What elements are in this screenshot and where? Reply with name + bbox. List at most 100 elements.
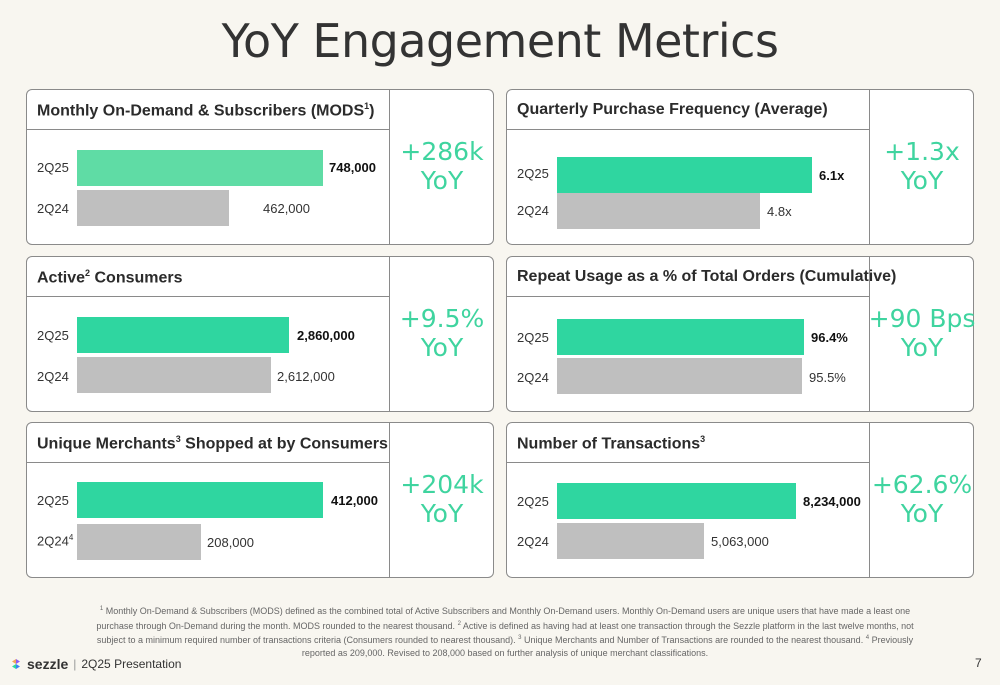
yoy-value: +90 Bps xyxy=(868,304,976,334)
yoy-change: +286k YoY xyxy=(390,90,494,244)
row-label-prior-text: 2Q24 xyxy=(37,533,69,549)
footer-separator: | xyxy=(73,657,77,671)
yoy-value: +204k xyxy=(400,470,484,500)
card-title-text: Active xyxy=(37,269,86,287)
card-unique-merchants: Unique Merchants3 Shopped at by Consumer… xyxy=(26,422,494,578)
yoy-label: YoY xyxy=(420,499,464,528)
yoy-value: +9.5% xyxy=(399,304,485,334)
card-title: Unique Merchants3 Shopped at by Consumer… xyxy=(27,423,389,463)
bar-value-current: 748,000 xyxy=(329,160,376,175)
bar-prior xyxy=(557,523,704,559)
row-label-current: 2Q25 xyxy=(517,166,549,181)
bar-prior xyxy=(557,193,760,229)
bar-value-prior: 2,612,000 xyxy=(277,369,335,384)
footnote-text: Monthly On-Demand & Subscribers (MODS) d… xyxy=(96,606,911,631)
card-divider xyxy=(389,257,390,411)
card-frequency: Quarterly Purchase Frequency (Average) 2… xyxy=(506,89,974,245)
bar-value-prior: 5,063,000 xyxy=(711,534,769,549)
card-active-consumers: Active2 Consumers 2Q25 2,860,000 2Q24 2,… xyxy=(26,256,494,412)
card-repeat-usage: Repeat Usage as a % of Total Orders (Cum… xyxy=(506,256,976,412)
row-label-current: 2Q25 xyxy=(37,328,69,343)
card-transactions: Number of Transactions3 2Q25 8,234,000 2… xyxy=(506,422,974,578)
bar-current xyxy=(557,157,812,193)
yoy-label: YoY xyxy=(900,499,944,528)
yoy-change: +90 Bps YoY xyxy=(868,257,976,411)
card-title-tail: Shopped at by Consumers xyxy=(180,435,388,453)
yoy-label: YoY xyxy=(900,333,944,362)
yoy-label: YoY xyxy=(420,333,464,362)
card-title: Number of Transactions3 xyxy=(507,423,869,463)
card-title-sup: 3 xyxy=(175,434,181,444)
footnote-marker: 4 xyxy=(865,635,870,641)
footnote-marker: 2 xyxy=(457,620,461,627)
footnotes: 1 Monthly On-Demand & Subscribers (MODS)… xyxy=(90,603,920,659)
card-divider xyxy=(869,423,870,577)
page-title: YoY Engagement Metrics xyxy=(221,14,779,68)
card-title-sup: 2 xyxy=(85,268,91,278)
footnote-text: Unique Merchants and Number of Transacti… xyxy=(521,635,864,645)
card-divider xyxy=(869,257,870,411)
bar-value-prior: 208,000 xyxy=(207,535,254,550)
bar-value-prior: 4.8x xyxy=(767,204,792,219)
row-label-prior: 2Q24 xyxy=(517,203,549,218)
brand-name: sezzle xyxy=(27,656,69,672)
yoy-change: +9.5% YoY xyxy=(390,257,494,411)
bar-current xyxy=(77,150,323,186)
card-divider xyxy=(869,90,870,244)
card-title-sup: 3 xyxy=(700,434,706,444)
row-label-current: 2Q25 xyxy=(517,330,549,345)
row-label-prior: 2Q24 xyxy=(37,201,69,216)
row-label-current: 2Q25 xyxy=(517,494,549,509)
bar-value-current: 412,000 xyxy=(331,493,378,508)
yoy-label: YoY xyxy=(420,166,464,195)
yoy-value: +286k xyxy=(400,137,484,167)
yoy-change: +204k YoY xyxy=(390,423,494,577)
bar-value-current: 6.1x xyxy=(819,168,845,183)
card-title-tail: Consumers xyxy=(90,269,183,287)
bar-current xyxy=(557,319,804,355)
card-title-text: Monthly On-Demand & Subscribers (MODS xyxy=(37,102,365,120)
yoy-change: +62.6% YoY xyxy=(870,423,974,577)
row-label-prior: 2Q24 xyxy=(517,534,549,549)
bar-value-current: 2,860,000 xyxy=(297,328,355,343)
yoy-change: +1.3x YoY xyxy=(870,90,974,244)
yoy-value: +1.3x xyxy=(884,137,960,167)
footer: sezzle | 2Q25 Presentation xyxy=(10,656,181,672)
bar-current xyxy=(77,482,323,518)
bar-prior xyxy=(77,357,271,393)
card-title: Quarterly Purchase Frequency (Average) xyxy=(507,90,869,130)
yoy-value: +62.6% xyxy=(871,470,973,500)
page-number: 7 xyxy=(975,656,982,670)
row-label-current: 2Q25 xyxy=(37,160,69,175)
card-title-sup: 1 xyxy=(364,101,370,111)
yoy-label: YoY xyxy=(900,166,944,195)
card-title: Repeat Usage as a % of Total Orders (Cum… xyxy=(507,257,896,297)
row-label-current: 2Q25 xyxy=(37,493,69,508)
bar-prior xyxy=(77,524,201,560)
bar-value-current: 8,234,000 xyxy=(803,494,861,509)
card-title: Active2 Consumers xyxy=(27,257,389,297)
card-mods: Monthly On-Demand & Subscribers (MODS1) … xyxy=(26,89,494,245)
row-label-prior: 2Q24 xyxy=(37,369,69,384)
card-divider xyxy=(389,90,390,244)
card-title-tail: ) xyxy=(369,102,375,120)
row-label-prior: 2Q24 xyxy=(517,370,549,385)
card-divider xyxy=(389,423,390,577)
sezzle-logo-icon xyxy=(10,658,22,670)
row-label-prior: 2Q244 xyxy=(37,533,73,548)
bar-prior xyxy=(557,358,802,394)
bar-current xyxy=(557,483,796,519)
bar-value-prior: 462,000 xyxy=(263,201,310,216)
bar-current xyxy=(77,317,289,353)
footnote-marker: 1 xyxy=(99,606,104,612)
bar-value-current: 96.4% xyxy=(811,330,848,345)
bar-prior xyxy=(77,190,229,226)
card-title-text: Number of Transactions xyxy=(517,435,701,453)
row-label-prior-sup: 4 xyxy=(68,533,74,542)
card-title: Monthly On-Demand & Subscribers (MODS1) xyxy=(27,90,389,130)
footnote-text: Previously reported as 209,000. Revised … xyxy=(301,635,914,658)
footnote-text: Active is defined as having had at least… xyxy=(96,620,914,646)
footnote-marker: 3 xyxy=(518,635,522,641)
bar-value-prior: 95.5% xyxy=(809,370,846,385)
